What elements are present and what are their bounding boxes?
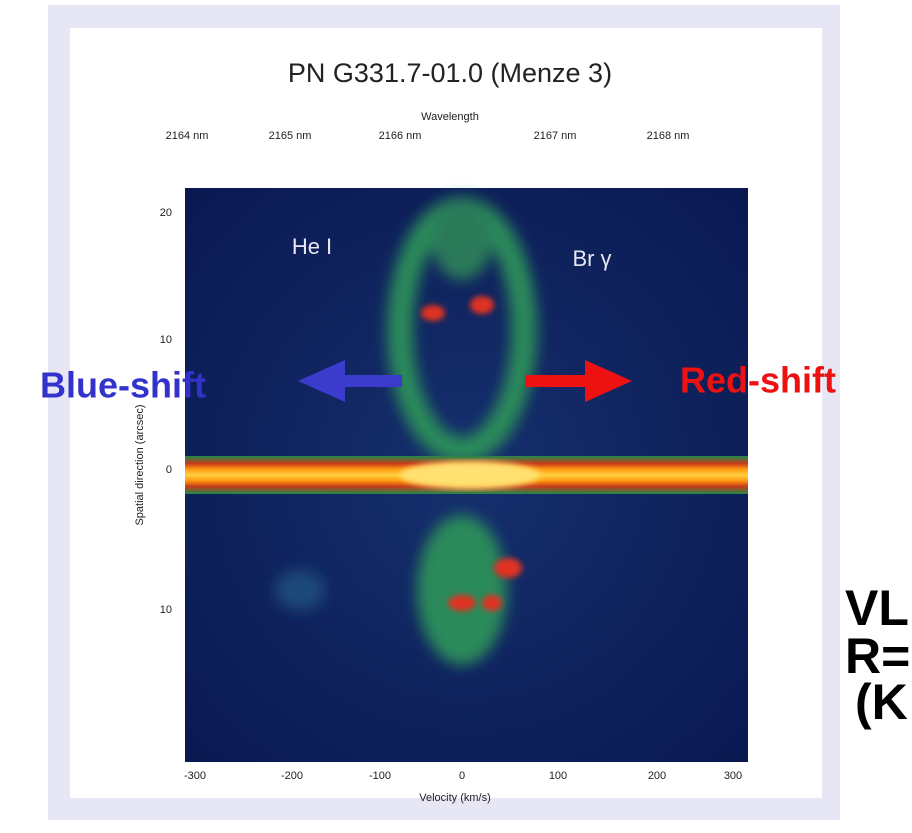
side-text: VL R= (K	[845, 580, 910, 730]
spectrum-image	[185, 188, 748, 762]
bottom-tick: 100	[549, 770, 567, 782]
top-axis-label: Wavelength	[421, 111, 479, 123]
bottom-tick: 200	[648, 770, 666, 782]
bottom-tick: 300	[724, 770, 742, 782]
bottom-tick: -300	[184, 770, 206, 782]
left-tick: 10	[160, 334, 172, 346]
top-tick: 2166 nm	[379, 130, 422, 142]
top-tick: 2167 nm	[534, 130, 577, 142]
line-label: He I	[292, 234, 332, 259]
top-tick: 2168 nm	[647, 130, 690, 142]
top-tick: 2165 nm	[269, 130, 312, 142]
page: PN G331.7-01.0 (Menze 3) Wavelength 2164…	[0, 0, 912, 828]
left-tick: 10	[160, 604, 172, 616]
bottom-tick: -100	[369, 770, 391, 782]
left-tick: 20	[160, 207, 172, 219]
bottom-axis-label: Velocity (km/s)	[419, 792, 491, 804]
red-shift-label: Red-shift	[680, 360, 836, 401]
top-tick: 2164 nm	[166, 130, 209, 142]
blue-shift-label: Blue-shift	[40, 365, 206, 406]
slide: PN G331.7-01.0 (Menze 3) Wavelength 2164…	[0, 0, 912, 828]
left-tick: 0	[166, 464, 172, 476]
side-line: (K	[855, 674, 908, 730]
left-axis-label: Spatial direction (arcsec)	[134, 404, 146, 525]
line-label: Br γ	[572, 246, 611, 271]
title: PN G331.7-01.0 (Menze 3)	[288, 58, 612, 88]
bottom-tick: 0	[459, 770, 465, 782]
bottom-tick: -200	[281, 770, 303, 782]
